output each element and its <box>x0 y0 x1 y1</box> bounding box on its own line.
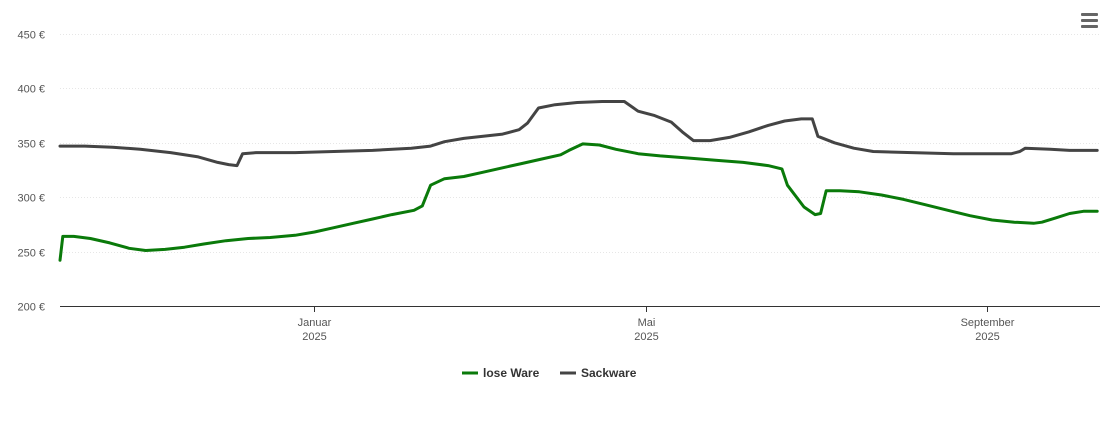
x-tick-year: 2025 <box>302 331 326 343</box>
legend[interactable]: lose Ware Sackware <box>462 366 637 380</box>
y-tick-label: 300 € <box>17 193 45 205</box>
series-line-lose-ware <box>58 142 1099 262</box>
axes: 200 € 250 € 300 € 350 € 400 € 450 € Januar 2025… <box>17 30 1100 343</box>
x-tick-label: Januar <box>298 317 332 329</box>
grid-lines <box>60 34 1100 253</box>
legend-label: lose Ware <box>483 366 540 380</box>
y-tick-label: 250 € <box>17 248 45 260</box>
series-lines <box>58 100 1099 262</box>
x-tick-label: Mai <box>638 317 656 329</box>
hamburger-menu-icon[interactable] <box>1076 10 1102 34</box>
y-tick-label: 450 € <box>17 30 45 42</box>
y-tick-label: 350 € <box>17 139 45 151</box>
x-tick-label: September <box>961 317 1015 329</box>
y-tick-label: 400 € <box>17 84 45 96</box>
legend-label: Sackware <box>581 366 637 380</box>
y-tick-label: 200 € <box>17 302 45 314</box>
legend-item-lose-ware[interactable]: lose Ware <box>462 366 540 380</box>
legend-item-sackware[interactable]: Sackware <box>560 366 637 380</box>
x-tick-year: 2025 <box>634 331 658 343</box>
x-tick-year: 2025 <box>975 331 999 343</box>
series-line-sackware <box>58 100 1099 168</box>
